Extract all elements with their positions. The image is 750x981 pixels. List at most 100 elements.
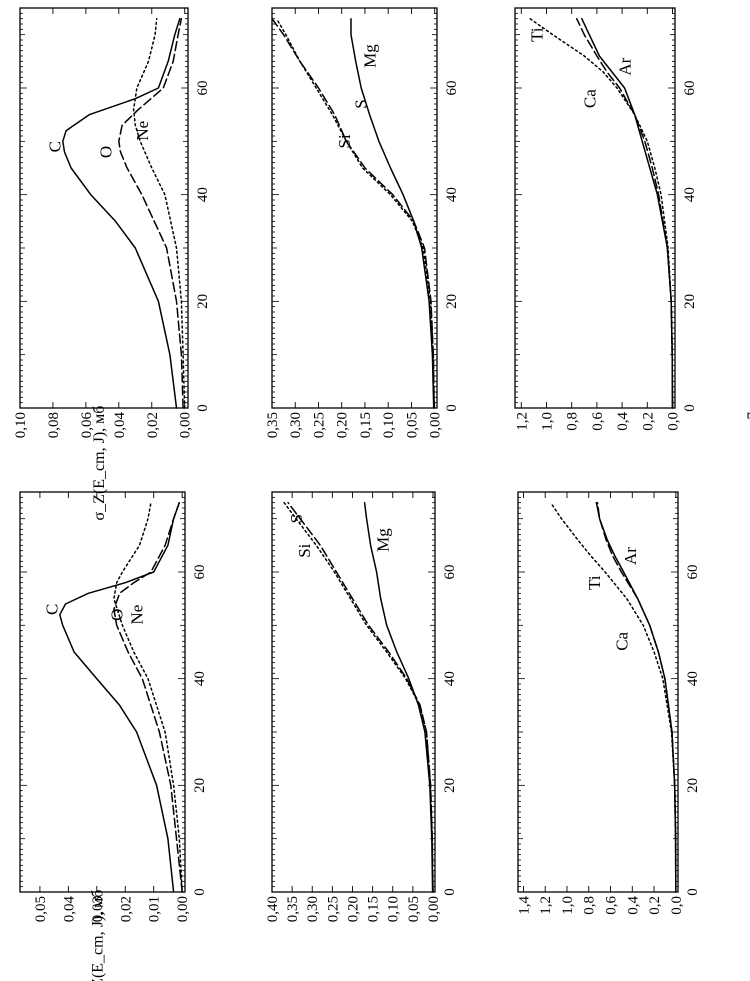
y-tick-label: 0,00 xyxy=(178,412,194,438)
y-tick-label: 0,02 xyxy=(145,412,161,438)
series-line-si xyxy=(283,501,434,893)
series-label-mg: Mg xyxy=(361,44,380,68)
x-tick-label: 40 xyxy=(685,671,701,686)
x-tick-label: 20 xyxy=(444,294,460,309)
y-axis-title: σ_Z(E_cm, J), мб xyxy=(90,890,107,981)
series-label-si: Si xyxy=(335,134,354,148)
x-tick-label: 60 xyxy=(444,81,460,96)
series-line-o xyxy=(113,501,183,893)
series-line-mg xyxy=(363,501,434,893)
x-tick-label: 40 xyxy=(444,187,460,202)
y-tick-label: 0,6 xyxy=(604,896,620,915)
series-label-ne: Ne xyxy=(128,605,147,625)
y-tick-label: 0,2 xyxy=(647,896,663,915)
panel-row2-col2: 0 20 40 60 0,000,050,100,15 0,200,250,300,350… xyxy=(265,491,458,922)
series-line-c xyxy=(59,501,181,893)
y-tick-label: 0,15 xyxy=(358,412,374,438)
plot-frame xyxy=(271,7,438,409)
series-line-ne xyxy=(113,501,183,893)
y-tick-label: 0,35 xyxy=(265,412,281,438)
y-tick-label: 0,10 xyxy=(386,896,402,922)
y-tick-label: 0,25 xyxy=(325,896,341,922)
panel-row2-col1: 0 20 40 60 0,00 0,01 0,02 0,03 0,04 0,05 C O Ne σ_Z(E… xyxy=(19,491,208,981)
panel-row2-col3: 0 20 40 60 0,0 0,2 0,4 0,6 0,8 1,0 1,2 1,4 Ti Ca Ar xyxy=(516,491,701,915)
y-tick-label: 7 xyxy=(748,896,750,904)
y-tick-label: 0,4 xyxy=(615,412,631,431)
y-tick-label: 0,30 xyxy=(305,896,321,922)
panel-row1-col1: 0 20 40 60 0,00 0,02 0,04 0,06 0,08 0,10 C O Ne σ_Z(E… xyxy=(13,7,211,520)
y-tick-label: 0,04 xyxy=(112,412,128,439)
series-line-ti xyxy=(549,501,677,893)
y-tick-label: 0,05 xyxy=(406,896,422,922)
panel-row1-col3: 0 20 40 60 0,0 0,2 0,4 0,6 0,8 1,0 1,2 Ti Ca Ar xyxy=(514,7,698,431)
panel-row1-col4: 020406001234567NiFeCr xyxy=(745,412,750,420)
y-tick-label: 0,4 xyxy=(625,896,641,915)
x-tick-label: 20 xyxy=(685,778,701,793)
x-tick-label: 0 xyxy=(444,404,460,412)
y-tick-label: 0,06 xyxy=(79,412,95,439)
y-tick-label: 0,00 xyxy=(426,896,442,922)
y-tick-label: 0,40 xyxy=(265,896,281,922)
x-tick-label: 0 xyxy=(442,888,458,896)
series-label-ne: Ne xyxy=(133,121,152,141)
series-line-ne xyxy=(132,17,186,409)
y-tick-label: 0,25 xyxy=(311,412,327,438)
plot-frame xyxy=(514,7,676,409)
y-tick-label: 0,00 xyxy=(428,412,444,438)
x-tick-label: 40 xyxy=(192,671,208,686)
x-tick-label: 20 xyxy=(192,778,208,793)
series-label-ca: Ca xyxy=(580,89,599,108)
series-line-o xyxy=(118,17,184,409)
y-tick-label: 0,8 xyxy=(582,896,598,915)
series-label-ar: Ar xyxy=(616,57,635,75)
series-line-ti xyxy=(529,17,674,409)
series-label-c: C xyxy=(46,141,65,152)
y-tick-label: 1,0 xyxy=(560,896,576,915)
x-tick-label: 40 xyxy=(195,187,211,202)
y-tick-label: 0,8 xyxy=(565,412,581,431)
plot-frame xyxy=(19,7,189,409)
y-tick-label: 0,30 xyxy=(288,412,304,438)
y-tick-label: 0,08 xyxy=(46,412,62,438)
series-line-ar xyxy=(581,17,674,409)
series-label-ti: Ti xyxy=(585,575,604,590)
y-tick-label: 0,35 xyxy=(285,896,301,922)
series-label-o: O xyxy=(97,146,116,158)
x-tick-label: 20 xyxy=(195,294,211,309)
x-tick-label: 20 xyxy=(682,294,698,309)
series-line-si xyxy=(275,17,435,409)
y-tick-label: 0,15 xyxy=(366,896,382,922)
series-line-ca xyxy=(575,17,674,409)
y-tick-label: 0,00 xyxy=(175,896,191,922)
y-tick-label: 1,2 xyxy=(538,896,554,915)
x-tick-label: 60 xyxy=(685,565,701,580)
y-tick-label: 0,04 xyxy=(61,896,77,923)
plot-frame xyxy=(271,491,436,893)
x-tick-label: 60 xyxy=(442,565,458,580)
x-tick-label: 60 xyxy=(195,81,211,96)
series-label-si: Si xyxy=(295,543,314,557)
y-tick-label: 0,10 xyxy=(13,412,29,438)
x-tick-label: 0 xyxy=(195,404,211,412)
x-tick-label: 20 xyxy=(442,778,458,793)
series-label-s: S xyxy=(351,99,370,108)
y-tick-label: 1,4 xyxy=(516,896,532,915)
series-label-ti: Ti xyxy=(527,27,546,42)
x-tick-label: 60 xyxy=(682,81,698,96)
x-tick-label: 60 xyxy=(192,565,208,580)
x-tick-label: 0 xyxy=(682,404,698,412)
y-tick-label: 0,20 xyxy=(345,896,361,922)
x-tick-label: 40 xyxy=(682,187,698,202)
y-tick-label: 0,03 xyxy=(90,896,106,922)
y-tick-label: 1,2 xyxy=(514,412,530,431)
y-tick-label: 0,0 xyxy=(665,412,681,431)
plot-frame xyxy=(19,491,186,893)
series-line-c xyxy=(62,17,181,409)
y-tick-label: 0,20 xyxy=(335,412,351,438)
y-tick-label: 0,2 xyxy=(640,412,656,431)
series-line-mg xyxy=(350,17,435,409)
panel-row1-col2: 0 20 40 60 0,00 0,05 0,10 0,15 0,20 0,25 0,30 0,35 S… xyxy=(265,7,460,438)
y-tick-label: 0,10 xyxy=(381,412,397,438)
y-tick-label: 0,05 xyxy=(404,412,420,438)
